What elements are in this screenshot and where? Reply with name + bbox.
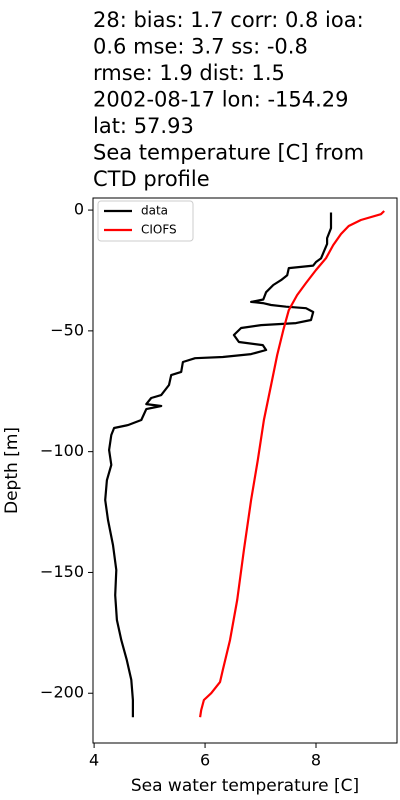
chart-title: 0.6 mse: 3.7 ss: -0.8 xyxy=(93,35,308,59)
legend: data CIOFS xyxy=(97,200,194,242)
x-tick-label: 4 xyxy=(89,751,99,770)
chart-title: rmse: 1.9 dist: 1.5 xyxy=(93,61,285,85)
y-tick-label: 0 xyxy=(74,200,84,219)
y-tick-label: −200 xyxy=(40,683,84,702)
data-line xyxy=(104,212,333,718)
data-line xyxy=(199,210,385,718)
y-tick-label: −100 xyxy=(40,441,84,460)
y-tick-label: −150 xyxy=(40,562,84,581)
chart-title: CTD profile xyxy=(93,167,210,191)
y-axis-label: Depth [m] xyxy=(2,427,22,514)
legend-label: CIOFS xyxy=(141,223,177,237)
x-tick-label: 8 xyxy=(311,751,321,770)
x-axis-label: Sea water temperature [C] xyxy=(131,776,359,796)
plot-frame xyxy=(92,197,398,744)
chart-title: 2002-08-17 lon: -154.29 xyxy=(93,88,349,112)
legend-label: data xyxy=(141,204,168,218)
x-tick-label: 6 xyxy=(200,751,210,770)
chart-title: 28: bias: 1.7 corr: 0.8 ioa: xyxy=(93,8,364,32)
chart-title: lat: 57.93 xyxy=(93,114,194,138)
y-tick-label: −50 xyxy=(50,320,84,339)
chart-title: Sea temperature [C] from xyxy=(93,141,364,165)
